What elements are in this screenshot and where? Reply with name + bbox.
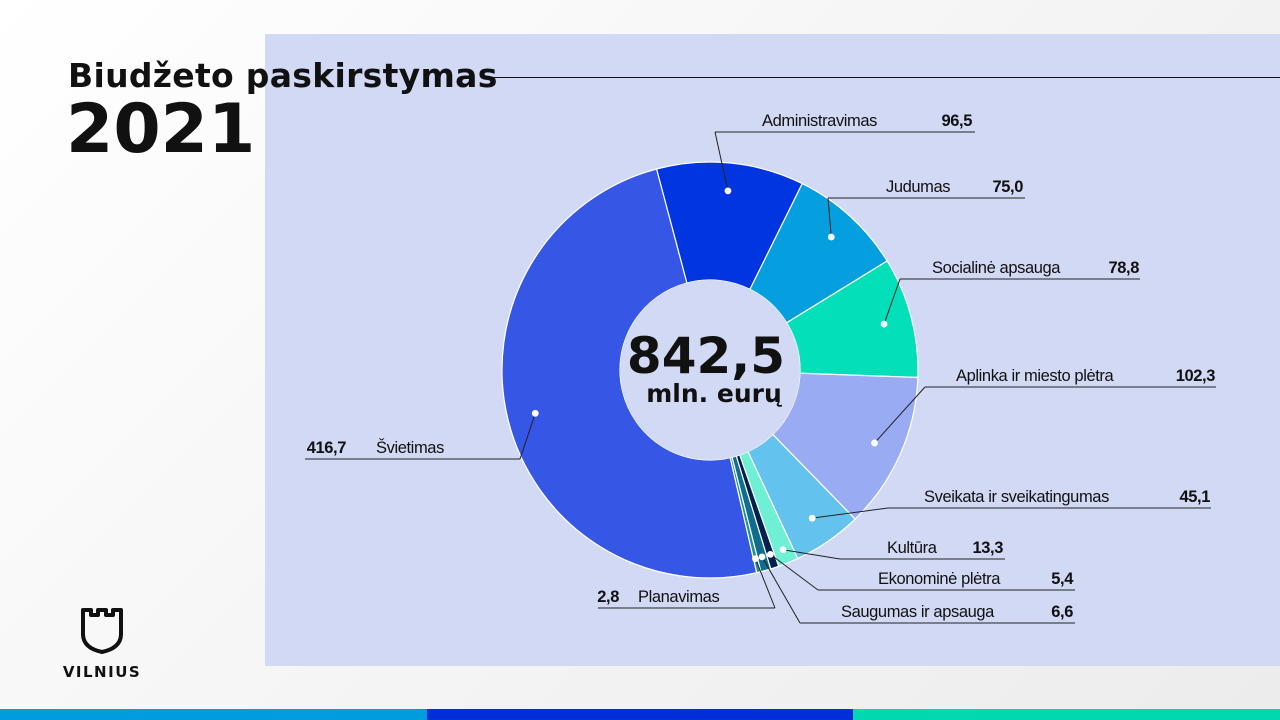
slice-label-sveikata-ir-sveikatingumas: Sveikata ir sveikatingumas — [924, 488, 1109, 506]
slice-value-saugumas-ir-apsauga: 6,6 — [1051, 603, 1073, 621]
slice-value-kultura: 13,3 — [972, 539, 1003, 557]
title-divider — [493, 77, 1280, 78]
slice-marker-sveikata-ir-sveikatingumas — [808, 514, 816, 522]
slice-label-ekonomine-pletra: Ekonominė plėtra — [878, 570, 1001, 588]
slice-value-svietimas: 416,7 — [307, 439, 347, 457]
page-year: 2021 — [66, 90, 256, 169]
slice-label-socialine-apsauga: Socialinė apsauga — [932, 259, 1061, 277]
bottom-bar-segment — [853, 709, 1280, 720]
slice-label-administravimas: Administravimas — [762, 112, 877, 130]
bottom-bar-segment — [426, 709, 854, 720]
slice-label-judumas: Judumas — [886, 178, 950, 196]
leader-line-aplinka-ir-miesto-pletra — [874, 386, 926, 444]
brand-block: VILNIUS — [56, 604, 148, 681]
slice-value-socialine-apsauga: 78,8 — [1108, 259, 1139, 277]
slice-marker-planavimas — [752, 555, 759, 562]
slice-value-aplinka-ir-miesto-pletra: 102,3 — [1176, 367, 1216, 385]
slice-value-administravimas: 96,5 — [941, 112, 972, 130]
leader-line-svietimas — [519, 413, 536, 460]
slice-label-aplinka-ir-miesto-pletra: Aplinka ir miesto plėtra — [956, 367, 1115, 385]
slice-value-judumas: 75,0 — [992, 178, 1023, 196]
castle-tower-icon — [81, 608, 123, 654]
slice-label-planavimas: Planavimas — [638, 588, 719, 606]
leader-line-administravimas — [714, 131, 729, 192]
page-title: Biudžeto paskirstymas — [68, 56, 498, 95]
slice-marker-aplinka-ir-miesto-pletra — [871, 439, 878, 447]
donut-hole — [620, 280, 800, 460]
slice-marker-saugumas-ir-apsauga — [758, 553, 766, 561]
brand-name: VILNIUS — [62, 663, 142, 681]
slice-label-svietimas: Švietimas — [376, 438, 444, 457]
slice-label-kultura: Kultūra — [887, 539, 938, 557]
slice-marker-ekonomine-pletra — [766, 550, 774, 558]
center-total-unit: mln. eurų — [646, 379, 782, 408]
slice-marker-kultura — [779, 546, 787, 554]
bottom-bar-segment — [0, 709, 427, 720]
leader-line-kultura — [782, 549, 841, 560]
center-total-value: 842,5 — [627, 327, 785, 385]
leader-line-saugumas-ir-apsauga — [761, 556, 801, 624]
leader-line-judumas — [827, 197, 832, 238]
slice-marker-judumas — [827, 233, 835, 241]
slice-marker-socialine-apsauga — [880, 320, 888, 328]
slice-value-planavimas: 2,8 — [597, 588, 619, 606]
leader-line-ekonomine-pletra — [770, 553, 819, 591]
leader-line-socialine-apsauga — [883, 278, 901, 325]
slice-label-saugumas-ir-apsauga: Saugumas ir apsauga — [841, 603, 995, 621]
slice-marker-svietimas — [531, 409, 539, 417]
leader-line-planavimas — [754, 558, 776, 609]
leader-line-sveikata-ir-sveikatingumas — [812, 507, 889, 519]
slice-value-ekonomine-pletra: 5,4 — [1051, 570, 1074, 588]
bottom-color-bar — [0, 709, 1280, 720]
slice-marker-administravimas — [724, 187, 732, 195]
slice-value-sveikata-ir-sveikatingumas: 45,1 — [1179, 488, 1210, 506]
